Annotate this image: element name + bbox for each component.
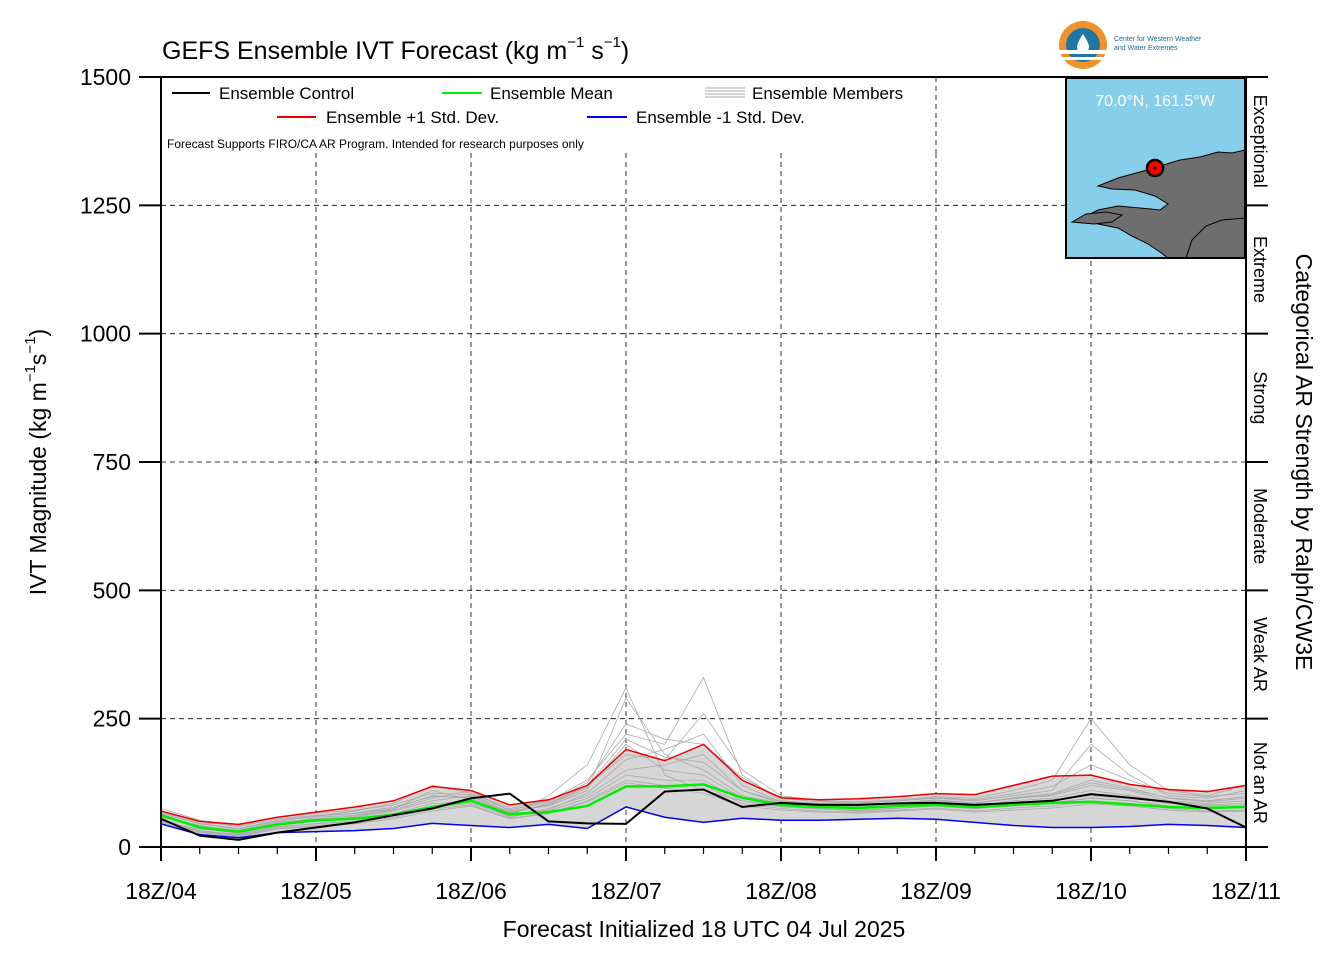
category-label: Not an AR (1250, 742, 1270, 824)
legend-label-plus-std: Ensemble +1 Std. Dev. (326, 108, 499, 127)
legend-swatch-members (705, 87, 745, 98)
mean-line (160, 783, 1247, 833)
x-tick-label: 18Z/05 (280, 878, 352, 904)
cw3e-logo: Center for Western Weather and Water Ext… (1059, 21, 1202, 69)
member-line (160, 738, 1247, 829)
y-axis-title: IVT Magnitude (kg m−1s−1) (22, 329, 51, 595)
spread-area (161, 744, 1246, 838)
member-line (160, 774, 1247, 836)
category-label: Exceptional (1250, 95, 1270, 188)
x-axis-title: Forecast Initialized 18 UTC 04 Jul 2025 (503, 916, 906, 942)
x-tick-label: 18Z/11 (1211, 878, 1281, 904)
x-tick-label: 18Z/10 (1055, 878, 1127, 904)
y-tick-label: 500 (93, 577, 131, 603)
control-line (160, 788, 1247, 841)
spread-band (161, 744, 1246, 838)
x-tick-label: 18Z/06 (435, 878, 507, 904)
category-label: Extreme (1250, 236, 1270, 303)
axes: 0 250 500 750 1000 1250 1500 18Z/04 18Z/05 18Z/06… (80, 64, 1281, 904)
inset-land-alaska (1080, 149, 1246, 259)
legend-label-mean: Ensemble Mean (490, 84, 613, 103)
member-line (160, 697, 1247, 831)
location-marker-dot-icon (1153, 166, 1157, 170)
inset-frame (1065, 77, 1246, 259)
inset-location-label: 70.0°N, 161.5°W (1095, 93, 1215, 110)
member-line (160, 733, 1247, 835)
legend-label-members: Ensemble Members (752, 84, 903, 103)
x-tick-label: 18Z/07 (590, 878, 662, 904)
grid-lines (161, 77, 1246, 847)
y-tick-label: 1250 (80, 192, 131, 218)
logo-wave-icon (1059, 57, 1107, 60)
plus-std-line (160, 743, 1247, 826)
ar-category-axis: Exceptional Extreme Strong Moderate Weak AR N… (1246, 76, 1270, 848)
inset-land-peninsula (1070, 211, 1124, 225)
y-tick-label: 250 (93, 706, 131, 732)
logo-text-line2: and Water Extremes (1114, 45, 1178, 52)
y-tick-label: 0 (118, 834, 131, 860)
x-tick-label: 18Z/09 (900, 878, 972, 904)
category-label: Moderate (1250, 488, 1270, 564)
legend: Ensemble Control Ensemble Mean Ensemble … (167, 84, 903, 151)
logo-drop-icon (1077, 34, 1089, 53)
chart-title: GEFS Ensemble IVT Forecast (kg m−1 s−1) (162, 34, 629, 65)
legend-label-minus-std: Ensemble -1 Std. Dev. (636, 108, 805, 127)
right-axis-title: Categorical AR Strength by Ralph/CW3E (1291, 254, 1317, 671)
research-note: Forecast Supports FIRO/CA AR Program. In… (167, 137, 584, 151)
minus-std-line (160, 806, 1247, 839)
ensemble-stat-lines (160, 743, 1247, 841)
y-tick-label: 1500 (80, 64, 131, 90)
legend-label-control: Ensemble Control (219, 84, 354, 103)
x-tick-label: 18Z/04 (125, 878, 197, 904)
logo-text-line1: Center for Western Weather (1114, 36, 1202, 43)
category-label: Strong (1250, 371, 1270, 424)
x-tick-label: 18Z/08 (745, 878, 817, 904)
category-label: Weak AR (1250, 617, 1270, 692)
y-tick-label: 750 (93, 449, 131, 475)
inset-border (1185, 217, 1246, 259)
location-inset-map: 70.0°N, 161.5°W (1065, 77, 1246, 259)
y-tick-label: 1000 (80, 321, 131, 347)
